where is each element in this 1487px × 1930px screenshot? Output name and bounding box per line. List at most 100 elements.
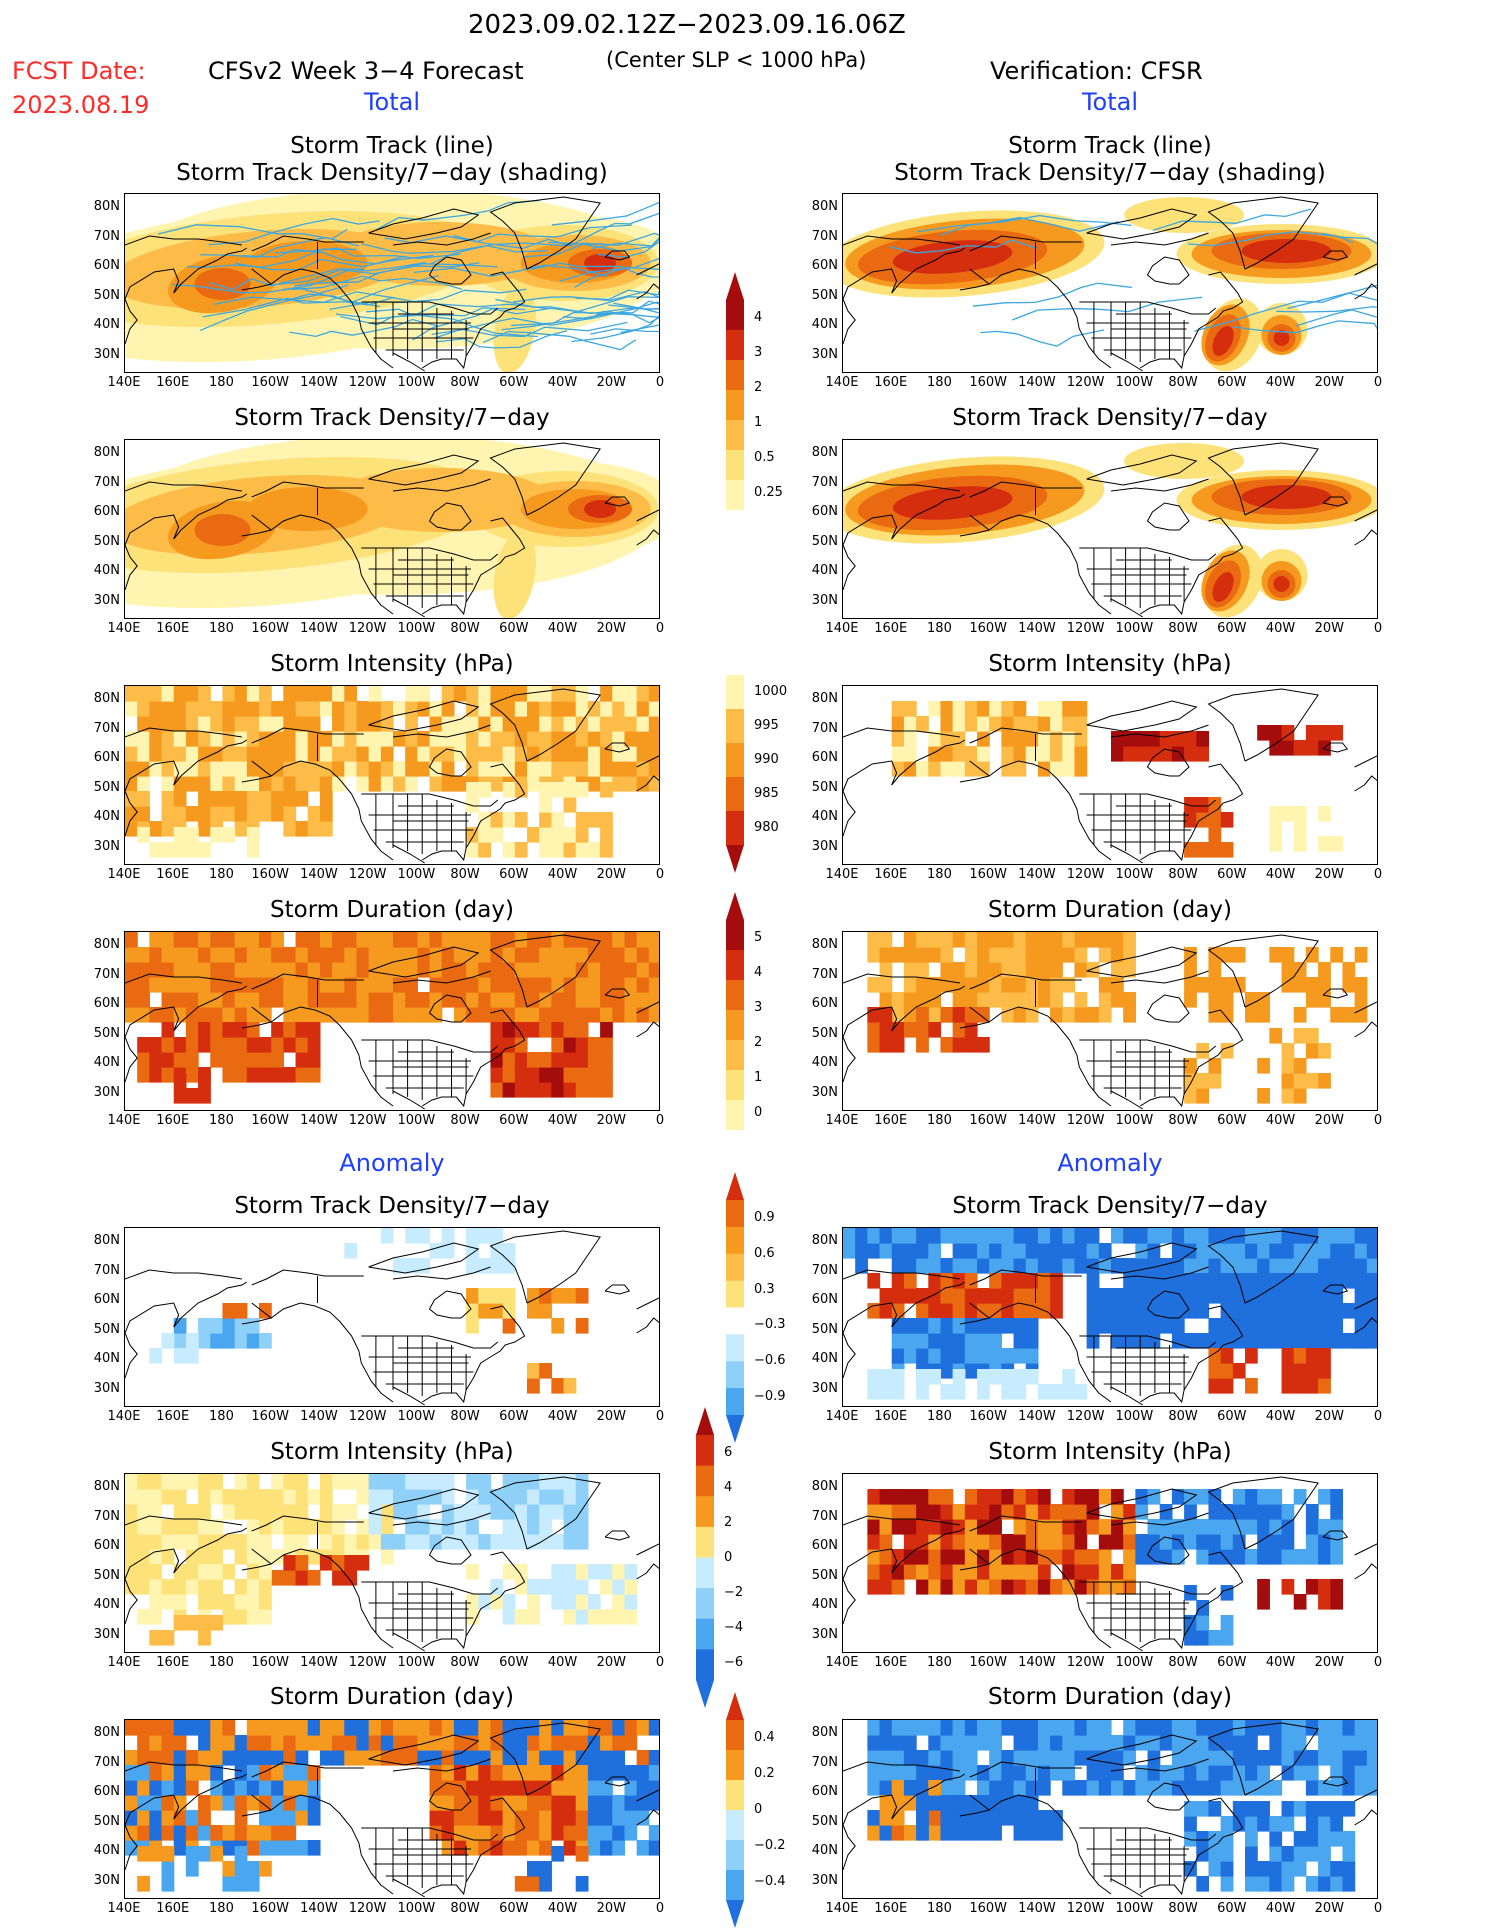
lon-tick-label: 20W: [596, 621, 626, 636]
grid-cell: [1013, 1303, 1027, 1319]
grid-cell: [1147, 1735, 1161, 1751]
grid-cell: [1245, 1243, 1258, 1259]
grid-cell: [380, 746, 394, 762]
grid-cell: [393, 1750, 406, 1766]
grid-cell: [490, 1579, 504, 1595]
grid-cell: [1366, 1750, 1377, 1766]
grid-cell: [295, 1067, 309, 1083]
grid-cell: [989, 1258, 1002, 1274]
grid-cell: [307, 1037, 321, 1053]
grid-cell: [1111, 1504, 1124, 1520]
grid-cell: [1220, 1780, 1234, 1796]
grid-cell: [1245, 1846, 1258, 1862]
grid-cell: [234, 1810, 248, 1826]
grid-cell: [1050, 1549, 1063, 1565]
grid-cell: [612, 746, 626, 762]
grid-cell: [527, 686, 540, 702]
lon-tick-label: 180: [927, 621, 952, 636]
grid-cell: [344, 1007, 358, 1023]
lon-tick-label: 0: [1373, 621, 1383, 636]
grid-cell: [332, 701, 345, 717]
grid-cell: [356, 761, 370, 777]
grid-cell: [1208, 1258, 1222, 1274]
grid-cell: [952, 1534, 966, 1550]
grid-cell: [989, 932, 1002, 948]
lat-tick-label: 80N: [93, 937, 120, 952]
grid-cell: [1062, 1489, 1076, 1505]
lat-tick-label: 30N: [93, 592, 120, 608]
lon-tick-label: 80W: [450, 1409, 480, 1424]
grid-cell: [903, 1333, 917, 1349]
grid-cell: [575, 1765, 589, 1781]
grid-cell: [551, 1318, 565, 1334]
coastline: [392, 232, 491, 246]
map-panel-an-int: [842, 685, 1378, 865]
grid-cell: [283, 1037, 297, 1053]
grid-cell: [161, 1810, 175, 1826]
coastline: [1110, 598, 1143, 618]
grid-cell: [429, 1519, 443, 1535]
coastline: [125, 1281, 248, 1379]
grid-cell: [940, 1303, 954, 1319]
grid-cell: [636, 947, 650, 963]
grid-cell: [405, 746, 418, 762]
grid-cell: [928, 701, 942, 717]
grid-cell: [1159, 1228, 1173, 1244]
grid-cell: [137, 1564, 150, 1580]
grid-cell: [1318, 1876, 1331, 1892]
grid-cell: [283, 791, 297, 807]
grid-cell: [1257, 725, 1270, 741]
grid-cell: [1318, 1735, 1331, 1751]
grid-cell: [453, 1534, 467, 1550]
grid-cell: [539, 1534, 552, 1550]
grid-cell: [575, 1067, 589, 1083]
grid-cell: [332, 1474, 345, 1490]
grid-cell: [259, 977, 272, 993]
grid-cell: [563, 1810, 577, 1826]
grid-cell: [964, 1795, 978, 1811]
grid-cell: [246, 1007, 260, 1023]
grid-cell: [161, 1861, 175, 1877]
grid-cell: [539, 1007, 552, 1023]
grid-cell: [1354, 1765, 1368, 1781]
grid-cell: [636, 731, 650, 747]
map-canvas: [125, 1474, 659, 1652]
lon-tick-label: 60W: [499, 621, 529, 636]
grid-cell: [1269, 1273, 1283, 1289]
lat-tick-label: 70N: [93, 1754, 120, 1770]
grid-cell: [259, 1795, 272, 1811]
lon-tick-label: 100W: [397, 621, 436, 636]
lat-tick-label: 40N: [93, 1351, 120, 1366]
grid-cell: [246, 1876, 260, 1892]
grid-cell: [563, 947, 577, 963]
grid-cell: [466, 932, 479, 948]
grid-cell: [1196, 1303, 1210, 1319]
coastline: [241, 1809, 272, 1817]
colorbar-bottom-arrow: [696, 1680, 714, 1708]
lon-tick-label: 160E: [156, 1655, 190, 1670]
grid-cell: [332, 1735, 345, 1751]
grid-cell: [1025, 1348, 1039, 1364]
grid-cell: [344, 932, 358, 948]
grid-cell: [587, 812, 601, 828]
grid-cell: [1074, 1720, 1088, 1736]
grid-cell: [527, 1067, 540, 1083]
grid-cell: [1220, 1549, 1234, 1565]
grid-cell: [1123, 1720, 1136, 1736]
grid-cell: [1184, 746, 1197, 762]
grid-cell: [1135, 1228, 1149, 1244]
grid-cell: [173, 947, 187, 963]
grid-cell: [1050, 977, 1063, 993]
grid-cell: [161, 1780, 175, 1796]
grid-cell: [1001, 1007, 1015, 1023]
grid-cell: [551, 827, 565, 843]
grid-cell: [307, 1720, 321, 1736]
grid-cell: [977, 1549, 990, 1565]
lon-tick-label: 40W: [1265, 1655, 1296, 1670]
grid-cell: [539, 797, 552, 813]
lon-tick-label: 160W: [251, 1113, 289, 1128]
grid-cell: [185, 1333, 199, 1349]
coastline: [969, 760, 1112, 861]
grid-cell: [928, 731, 942, 747]
grid-cell: [636, 992, 650, 1008]
